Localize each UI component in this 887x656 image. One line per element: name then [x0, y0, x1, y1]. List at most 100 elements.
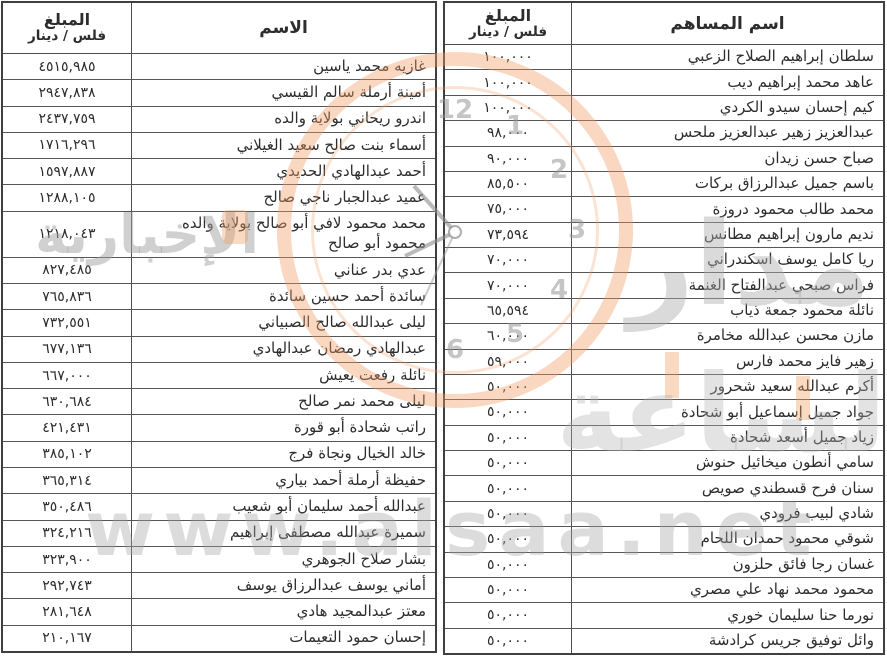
shareholder-name-cell: محمد طالب محمود دروزة — [571, 197, 883, 222]
amount-cell: ٥٠,٠٠٠ — [486, 480, 530, 497]
amount-cell: ٢٨١,٦٤٨ — [42, 604, 92, 621]
amount-cell: ٥٠,٠٠٠ — [486, 455, 530, 472]
table-row: وائل توفيق جريس كرادشة ٥٠,٠٠٠ — [445, 627, 883, 653]
amount-cell: ٣٦٥,٣١٤ — [42, 472, 92, 489]
amount-cell: ٥٠,٠٠٠ — [486, 531, 530, 548]
amount-column-header: المبلغ فلس / دينار — [445, 3, 571, 44]
table-row: عبدالله أحمد سليمان أبو شعيب ٣٥٠,٤٨٦ — [3, 493, 435, 520]
amount-cell: ٢٩٢,٧٤٣ — [42, 577, 92, 594]
table-row: أكرم عبدالله سعيد شحرور ٥٠,٠٠٠ — [445, 373, 883, 400]
shareholder-name-cell: سنان فرح قسطندي صويص — [571, 476, 883, 501]
amount-cell: ٧٣,٥٩٤ — [486, 226, 530, 243]
amount-cell: ٤٢١,٤٣١ — [42, 420, 92, 437]
shareholder-name-cell: عدي بدر عناني — [131, 257, 435, 284]
shareholder-name-cell: سميرة عبدالله مصطفى إبراهيم — [131, 520, 435, 546]
shareholder-name-cell: باسم جميل عبدالرزاق بركات — [571, 171, 883, 197]
amount-cell: ٧٠,٠٠٠ — [486, 252, 530, 269]
table-row: شادي لبيب فرودي ٥٠,٠٠٠ — [445, 500, 883, 527]
shareholder-name-cell: سائدة أحمد حسين سائدة — [131, 284, 435, 310]
table-row: سميرة عبدالله مصطفى إبراهيم ٣٢٤,٢١٦ — [3, 519, 435, 546]
shareholder-name-cell: سلطان إبراهيم الصلاح الزعبي — [571, 45, 883, 70]
amount-cell: ١٧١٦,٢٩٦ — [38, 137, 96, 154]
amount-cell: ٤٥١٥,٩٨٥ — [38, 58, 96, 75]
amount-cell: ٩٠,٠٠٠ — [486, 150, 530, 167]
shareholder-name-cell: جواد جميل إسماعيل أبو شحادة — [571, 400, 883, 425]
amount-cell: ٢٤٣٧,٧٥٩ — [38, 111, 96, 128]
name-column-header: الاسم — [131, 3, 435, 53]
shareholder-name-cell: ليلى محمد نمر صالح — [131, 389, 435, 415]
table-body: سلطان إبراهيم الصلاح الزعبي ١٠٠,٠٠٠ عاهد… — [445, 45, 883, 653]
shareholder-name-cell: عبدالهادي رمضان عبدالهادي — [131, 336, 435, 362]
table-row: عبدالهادي رمضان عبدالهادي ٦٧٧,١٣٦ — [3, 335, 435, 362]
table-row: اندرو ريحاني بولاية والده ٢٤٣٧,٧٥٩ — [3, 105, 435, 132]
amount-cell: ٧٣٢,٥٥١ — [42, 314, 92, 331]
amount-cell: ٥٠,٠٠٠ — [486, 429, 530, 446]
shareholder-name-cell: فراس صبحي عبدالفتاح الغنمة — [571, 273, 883, 298]
table-row: زهير فايز محمد فارس ٥٩,٠٠٠ — [445, 348, 883, 374]
amount-cell: ١٥٩٧,٨٨٧ — [38, 163, 96, 180]
amount-cell: ٧٠,٠٠٠ — [486, 277, 530, 294]
table-row: حفيظة أرملة أحمد بياري ٣٦٥,٣١٤ — [3, 467, 435, 494]
shareholder-name-cell: بشار صلاح الجوهري — [131, 546, 435, 573]
amount-cell: ١٢٨٨,١٠٥ — [38, 190, 96, 207]
shareholder-name-cell: عاهد محمد إبراهيم ديب — [571, 70, 883, 95]
table-row: سامي أنطون ميخائيل حنوش ٥٠,٠٠٠ — [445, 450, 883, 476]
shareholder-name-cell: أكرم عبدالله سعيد شحرور — [571, 374, 883, 400]
shareholder-name-cell: مازن محسن عبدالله مخامرة — [571, 324, 883, 349]
table-row: محمد طالب محمود دروزة ٧٥,٠٠٠ — [445, 196, 883, 222]
table-row: نديم مارون إبراهيم مطانس ٧٣,٥٩٤ — [445, 221, 883, 247]
shareholder-name-cell: نائلة محمود جمعة ذياب — [571, 298, 883, 324]
shareholder-name-cell: أحمد عبدالهادي الحديدي — [131, 159, 435, 185]
table-row: أحمد عبدالهادي الحديدي ١٥٩٧,٨٨٧ — [3, 158, 435, 185]
shareholder-name-cell: محمود محمد نهاد علي مصري — [571, 577, 883, 603]
amount-cell: ٦٧٧,١٣٦ — [42, 341, 92, 358]
table-row: باسم جميل عبدالرزاق بركات ٨٥,٥٠٠ — [445, 170, 883, 197]
table-row: عبدالعزيز زهير عبدالعزيز ملحس ٩٨,٠٠٠ — [445, 120, 883, 146]
amount-cell: ٥٠,٠٠٠ — [486, 379, 530, 396]
shareholder-name-cell: نورما حنا سليمان خوري — [571, 603, 883, 628]
table-row: ليلى عبدالله صالح الصبياني ٧٣٢,٥٥١ — [3, 309, 435, 336]
amount-header-line2: فلس / دينار — [468, 23, 548, 40]
shareholder-name-cell: خالد الخيال ونجاة فرج — [131, 441, 435, 468]
table-row: جواد جميل إسماعيل أبو شحادة ٥٠,٠٠٠ — [445, 399, 883, 425]
table-row: أسماء بنت صالح سعيد الغيلاني ١٧١٦,٢٩٦ — [3, 131, 435, 159]
table-row: سلطان إبراهيم الصلاح الزعبي ١٠٠,٠٠٠ — [445, 45, 883, 70]
shareholders-table-right: اسم المساهم المبلغ فلس / دينار سلطان إبر… — [443, 1, 885, 655]
shareholder-name-cell: كيم إحسان سيدو الكردي — [571, 95, 883, 121]
amount-cell: ٧٥,٠٠٠ — [486, 201, 530, 218]
table-row: صباح حسن زيدان ٩٠,٠٠٠ — [445, 145, 883, 171]
amount-cell: ٦٦٧,٠٠٠ — [42, 367, 92, 384]
amount-cell: ١٠٠,٠٠٠ — [483, 49, 533, 66]
table-row: ليلى محمد نمر صالح ٦٣٠,٦٨٤ — [3, 388, 435, 415]
table-row: معتز عبدالمجيد هادي ٢٨١,٦٤٨ — [3, 598, 435, 625]
amount-cell: ٧٦٥,٨٣٦ — [42, 288, 92, 305]
amount-cell: ٣٢٣,٩٠٠ — [42, 551, 92, 568]
shareholder-name-cell: ليلى عبدالله صالح الصبياني — [131, 310, 435, 336]
shareholder-name-cell: شادي لبيب فرودي — [571, 501, 883, 527]
shareholder-name-cell: معتز عبدالمجيد هادي — [131, 599, 435, 625]
amount-cell: ٢٩٤٧,٨٣٨ — [38, 84, 96, 101]
table-row: خالد الخيال ونجاة فرج ٣٨٥,١٠٢ — [3, 440, 435, 468]
amount-cell: ٢١٠,١٦٧ — [42, 630, 92, 647]
shareholder-name-cell: محمد محمود لافي أبو صالح بولاية والده مح… — [131, 211, 435, 257]
table-row: أمينة أرملة سالم القيسي ٢٩٤٧,٨٣٨ — [3, 79, 435, 106]
table-row: غازيه محمد ياسين ٤٥١٥,٩٨٥ — [3, 54, 435, 80]
shareholder-name-cell: إحسان حمود التعيمات — [131, 625, 435, 651]
table-row: محمود محمد نهاد علي مصري ٥٠,٠٠٠ — [445, 576, 883, 603]
table-row: عدي بدر عناني ٨٢٧,٤٨٥ — [3, 256, 435, 284]
shareholder-name-cell: عبدالعزيز زهير عبدالعزيز ملحس — [571, 121, 883, 146]
amount-cell: ٥٠,٠٠٠ — [486, 582, 530, 599]
shareholder-name-cell: وائل توفيق جريس كرادشة — [571, 628, 883, 653]
amount-cell: ٣٨٥,١٠٢ — [42, 446, 92, 463]
shareholder-name-cell: نديم مارون إبراهيم مطانس — [571, 222, 883, 247]
table-row: نائلة محمود جمعة ذياب ٦٥,٥٩٤ — [445, 297, 883, 324]
table-row: زياد جميل أسعد شحادة ٥٠,٠٠٠ — [445, 424, 883, 450]
amount-cell: ٣٥٠,٤٨٦ — [42, 498, 92, 515]
table-row: راتب شحادة أبو قورة ٤٢١,٤٣١ — [3, 414, 435, 441]
table-row: سنان فرح قسطندي صويص ٥٠,٠٠٠ — [445, 475, 883, 501]
amount-cell: ٥٠,٠٠٠ — [486, 632, 530, 649]
shareholder-name-cell: عبدالله أحمد سليمان أبو شعيب — [131, 494, 435, 520]
table-row: عاهد محمد إبراهيم ديب ١٠٠,٠٠٠ — [445, 69, 883, 95]
amount-header-line1: المبلغ — [484, 5, 532, 25]
